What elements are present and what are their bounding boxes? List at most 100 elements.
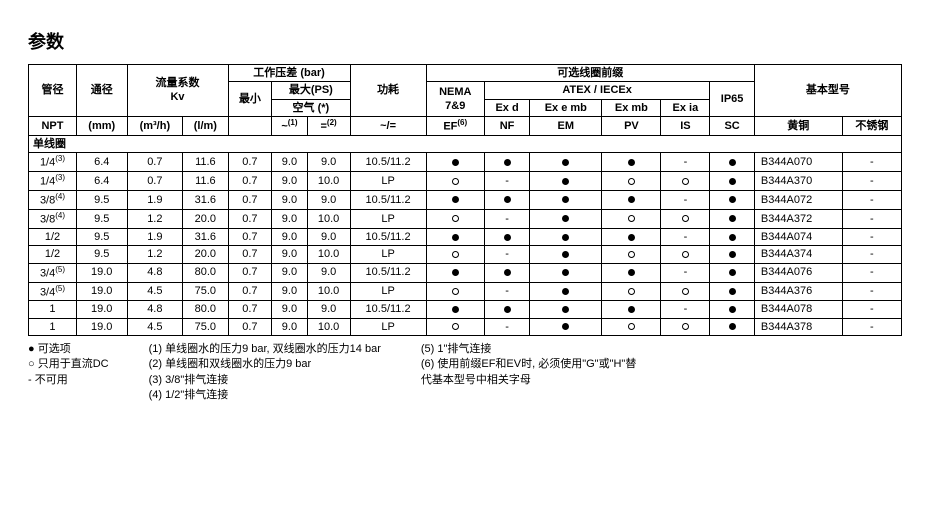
cell-dc: 9.0 xyxy=(307,191,350,210)
cell-ac: 9.0 xyxy=(272,153,308,172)
dot-filled-icon xyxy=(562,178,569,185)
cell-m3h: 4.8 xyxy=(127,301,183,318)
cell-lm: 75.0 xyxy=(183,282,228,301)
dot-filled-icon xyxy=(729,234,736,241)
cell-ss: - xyxy=(842,282,901,301)
cell-min: 0.7 xyxy=(228,191,272,210)
th-min: 最小 xyxy=(228,82,272,117)
cell-nf xyxy=(484,191,529,210)
cell-dc: 9.0 xyxy=(307,263,350,282)
dot-filled-icon xyxy=(452,159,459,166)
dot-filled-icon xyxy=(729,323,736,330)
legend-line: (5) 1"排气连接 xyxy=(421,342,636,357)
legend-line: (6) 使用前缀EF和EV时, 必须使用"G"或"H"替 xyxy=(421,357,636,372)
cell-sc xyxy=(710,282,755,301)
cell-mm: 9.5 xyxy=(76,228,127,245)
cell-em xyxy=(530,263,602,282)
cell-npt: 1/2 xyxy=(29,246,77,263)
cell-npt: 1/4(3) xyxy=(29,153,77,172)
spec-table: 管径 通径 流量系数Kv 工作压差 (bar) 功耗 可选线圈前缀 基本型号 最… xyxy=(28,64,902,336)
th-pv: PV xyxy=(602,116,661,135)
table-row: 3/4(5)19.04.575.00.79.010.0LP-B344A376- xyxy=(29,282,902,301)
cell-em xyxy=(530,228,602,245)
cell-npt: 3/4(5) xyxy=(29,263,77,282)
cell-em xyxy=(530,246,602,263)
cell-ef xyxy=(426,282,484,301)
cell-sc xyxy=(710,172,755,191)
cell-pv xyxy=(602,301,661,318)
cell-pw: 10.5/11.2 xyxy=(350,191,426,210)
dot-filled-icon xyxy=(562,306,569,313)
cell-nf: - xyxy=(484,246,529,263)
cell-nf xyxy=(484,153,529,172)
cell-sc xyxy=(710,246,755,263)
th-dc: =(2) xyxy=(307,116,350,135)
cell-npt: 1 xyxy=(29,301,77,318)
cell-m3h: 1.9 xyxy=(127,228,183,245)
cell-em xyxy=(530,301,602,318)
cell-ss: - xyxy=(842,210,901,229)
cell-lm: 75.0 xyxy=(183,318,228,335)
dot-filled-icon xyxy=(628,269,635,276)
th-sc: SC xyxy=(710,116,755,135)
dot-open-icon xyxy=(628,178,635,185)
cell-min: 0.7 xyxy=(228,318,272,335)
cell-m3h: 0.7 xyxy=(127,153,183,172)
cell-dc: 10.0 xyxy=(307,172,350,191)
cell-ss: - xyxy=(842,246,901,263)
cell-is: - xyxy=(661,153,710,172)
th-atex: ATEX / IECEx xyxy=(484,82,709,99)
dot-filled-icon xyxy=(628,159,635,166)
legend-line: - 不可用 xyxy=(28,373,109,388)
cell-pv xyxy=(602,228,661,245)
cell-pv xyxy=(602,263,661,282)
cell-npt: 3/4(5) xyxy=(29,282,77,301)
cell-pv xyxy=(602,246,661,263)
cell-m3h: 0.7 xyxy=(127,172,183,191)
legend-line: ○ 只用于直流DC xyxy=(28,357,109,372)
cell-m3h: 1.9 xyxy=(127,191,183,210)
dot-filled-icon xyxy=(562,234,569,241)
cell-ac: 9.0 xyxy=(272,210,308,229)
cell-pw: 10.5/11.2 xyxy=(350,228,426,245)
cell-is: - xyxy=(661,301,710,318)
cell-pw: 10.5/11.2 xyxy=(350,153,426,172)
cell-em xyxy=(530,191,602,210)
dot-open-icon xyxy=(452,251,459,258)
dot-filled-icon xyxy=(452,196,459,203)
cell-lm: 20.0 xyxy=(183,210,228,229)
cell-ac: 9.0 xyxy=(272,228,308,245)
cell-brass: B344A374 xyxy=(754,246,842,263)
th-ac: ~(1) xyxy=(272,116,308,135)
cell-nf xyxy=(484,263,529,282)
section-label: 单线圈 xyxy=(29,135,902,152)
dot-filled-icon xyxy=(504,269,511,276)
dot-filled-icon xyxy=(504,159,511,166)
table-row: 119.04.575.00.79.010.0LP-B344A378- xyxy=(29,318,902,335)
cell-ef xyxy=(426,228,484,245)
dot-filled-icon xyxy=(729,251,736,258)
cell-npt: 3/8(4) xyxy=(29,210,77,229)
dot-open-icon xyxy=(628,215,635,222)
dot-open-icon xyxy=(682,178,689,185)
cell-dc: 9.0 xyxy=(307,153,350,172)
cell-npt: 3/8(4) xyxy=(29,191,77,210)
cell-min: 0.7 xyxy=(228,153,272,172)
cell-dc: 10.0 xyxy=(307,210,350,229)
dot-filled-icon xyxy=(452,269,459,276)
legend-line: ● 可选项 xyxy=(28,342,109,357)
cell-nf: - xyxy=(484,172,529,191)
th-brass: 黄铜 xyxy=(754,116,842,135)
legend: ● 可选项○ 只用于直流DC- 不可用 (1) 单线圈水的压力9 bar, 双线… xyxy=(28,342,902,404)
th-flow: 流量系数Kv xyxy=(127,65,228,117)
dot-open-icon xyxy=(682,251,689,258)
cell-ac: 9.0 xyxy=(272,246,308,263)
cell-nf: - xyxy=(484,318,529,335)
cell-sc xyxy=(710,210,755,229)
cell-ss: - xyxy=(842,228,901,245)
th-ip65: IP65 xyxy=(710,82,755,117)
table-row: 3/8(4)9.51.220.00.79.010.0LP-B344A372- xyxy=(29,210,902,229)
dot-open-icon xyxy=(628,251,635,258)
cell-dc: 10.0 xyxy=(307,318,350,335)
cell-lm: 11.6 xyxy=(183,153,228,172)
